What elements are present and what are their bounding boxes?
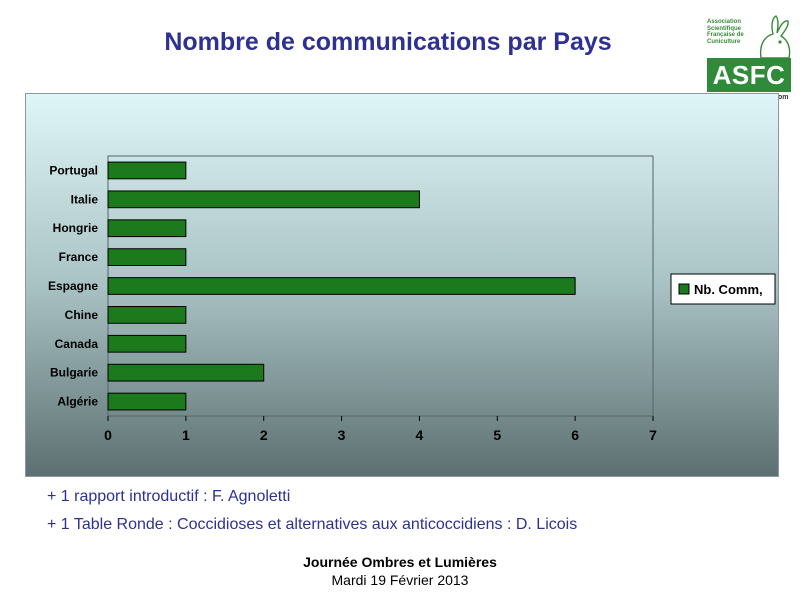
x-tick-label: 2	[260, 427, 268, 443]
x-tick-label: 3	[338, 427, 346, 443]
bar-chine	[107, 306, 187, 324]
x-tick-label: 7	[649, 427, 657, 443]
x-tick-label: 5	[493, 427, 501, 443]
bar-bulgarie	[107, 363, 265, 382]
category-label: Algérie	[57, 395, 98, 409]
notes: + 1 rapport introductif : F. Agnoletti +…	[47, 488, 577, 544]
x-tick-label: 1	[182, 427, 190, 443]
slide-title: Nombre de communications par Pays	[164, 28, 612, 56]
bar-hongrie	[107, 219, 187, 238]
legend-swatch	[678, 283, 690, 295]
category-label: Hongrie	[53, 221, 99, 235]
logo-suffix: om	[778, 94, 789, 101]
bar-canada	[107, 334, 187, 353]
bar-chart: Portugal Italie Hongrie France Espagne Chine C…	[48, 155, 776, 443]
category-label: Portugal	[49, 163, 98, 177]
rabbit-icon	[759, 15, 791, 58]
category-label: Bulgarie	[50, 366, 98, 380]
footer-date: Mardi 19 Février 2013	[331, 572, 469, 588]
asfc-logo: Association Scientifique Française de Cu…	[705, 14, 793, 94]
x-tick-label: 4	[416, 427, 424, 443]
bar-portugal	[107, 161, 187, 180]
x-tick-label: 6	[571, 427, 579, 443]
logo-association-name: Association Scientifique Française de Cu…	[707, 19, 744, 45]
category-label: Canada	[55, 337, 99, 351]
footer-event: Journée Ombres et Lumières	[303, 554, 497, 570]
category-label: France	[59, 250, 99, 264]
bar-algérie	[107, 392, 187, 411]
category-label: Italie	[71, 192, 99, 206]
category-label: Espagne	[48, 279, 98, 293]
logo-acronym: ASFC	[707, 58, 791, 92]
note-table-ronde: + 1 Table Ronde : Coccidioses et alterna…	[47, 516, 578, 533]
bar-espagne	[107, 277, 576, 295]
bar-italie	[107, 190, 420, 209]
chart-area: Portugal Italie Hongrie France Espagne Chine C…	[25, 93, 779, 477]
x-tick-label: 0	[104, 427, 112, 443]
note-rapport: + 1 rapport introductif : F. Agnoletti	[47, 488, 291, 505]
footer: Journée Ombres et Lumières Mardi 19 Févr…	[0, 553, 800, 589]
bar-france	[107, 248, 187, 266]
legend-label: Nb. Comm,	[694, 282, 763, 297]
category-label: Chine	[65, 308, 99, 322]
